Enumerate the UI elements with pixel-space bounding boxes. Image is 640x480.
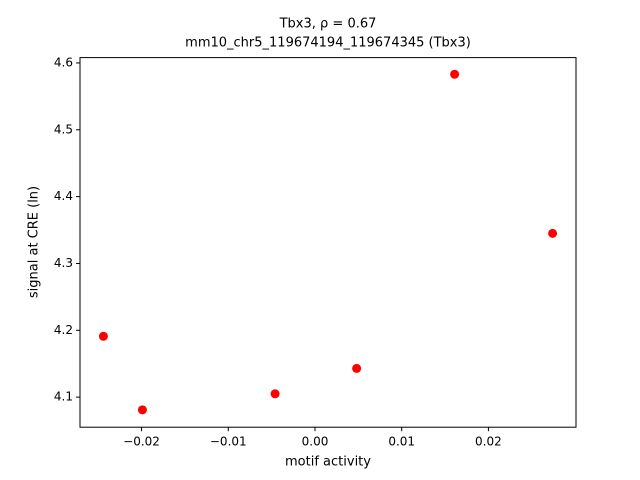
y-tick-label: 4.2: [54, 323, 73, 337]
chart-subtitle: mm10_chr5_119674194_119674345 (Tbx3): [185, 36, 471, 51]
y-tick-label: 4.6: [54, 55, 73, 69]
x-tick-label: 0.00: [302, 435, 329, 449]
y-tick-label: 4.4: [54, 189, 73, 203]
chart-title: Tbx3, ρ = 0.67: [279, 17, 377, 32]
x-tick-label: −0.01: [210, 435, 247, 449]
y-tick-label: 4.1: [54, 390, 73, 404]
y-tick-label: 4.5: [54, 122, 73, 136]
y-tick-label: 4.3: [54, 256, 73, 270]
plot-frame: [79, 57, 577, 428]
x-axis-label: motif activity: [285, 455, 371, 470]
x-tick-label: −0.02: [123, 435, 160, 449]
y-axis-label: signal at CRE (ln): [27, 186, 42, 298]
point: [352, 363, 362, 373]
point: [137, 405, 147, 415]
point: [98, 331, 108, 341]
x-tick-label: 0.01: [388, 435, 415, 449]
point: [548, 228, 558, 238]
x-tick-label: 0.02: [475, 435, 502, 449]
point: [270, 389, 280, 399]
point: [450, 69, 460, 79]
